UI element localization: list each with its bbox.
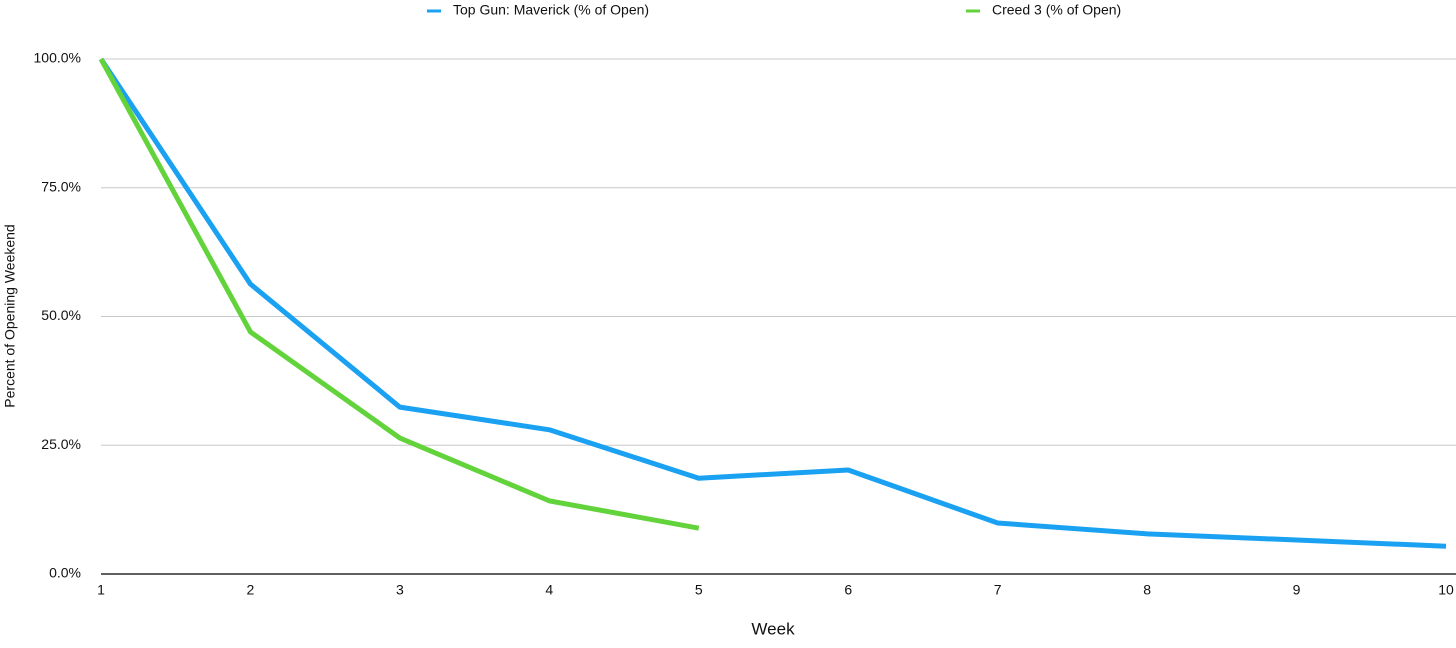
x-tick-label: 5 (695, 582, 703, 598)
y-tick-label: 50.0% (41, 307, 81, 323)
x-axis-label: Week (751, 619, 795, 638)
x-tick-label: 1 (97, 582, 105, 598)
x-tick-label: 2 (247, 582, 255, 598)
x-tick-label: 7 (994, 582, 1002, 598)
x-tick-label: 8 (1143, 582, 1151, 598)
y-axis-label: Percent of Opening Weekend (2, 224, 18, 407)
y-tick-label: 100.0% (34, 50, 81, 66)
legend-label: Creed 3 (% of Open) (992, 2, 1121, 18)
x-tick-label: 3 (396, 582, 404, 598)
y-tick-label: 75.0% (41, 178, 81, 194)
x-tick-label: 4 (545, 582, 553, 598)
y-tick-label: 25.0% (41, 436, 81, 452)
series-line (98, 57, 1447, 549)
x-tick-label: 6 (844, 582, 852, 598)
series-line (98, 57, 700, 531)
y-tick-label: 0.0% (49, 565, 81, 581)
legend-label: Top Gun: Maverick (% of Open) (453, 2, 649, 18)
x-tick-label: 10 (1438, 582, 1454, 598)
x-tick-label: 9 (1293, 582, 1301, 598)
